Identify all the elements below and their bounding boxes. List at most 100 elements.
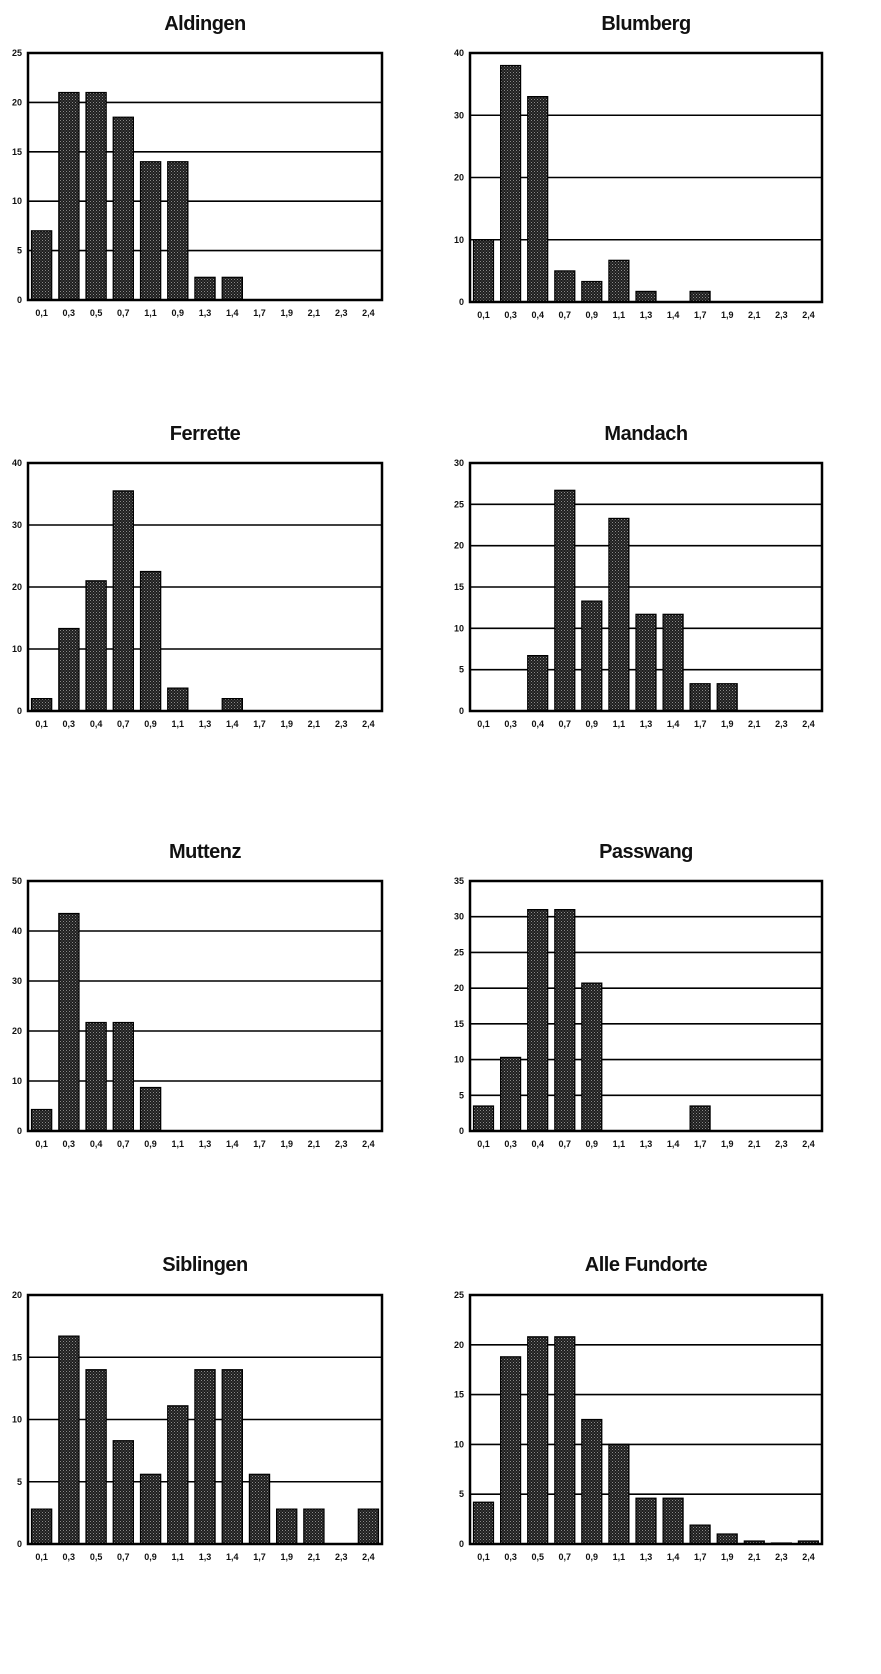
x-tick-label: 2,4	[802, 310, 815, 320]
x-tick-label: 0,9	[172, 308, 185, 318]
x-tick-label: 1,9	[721, 1552, 734, 1562]
histogram-bar	[689, 1524, 711, 1545]
x-tick-label: 1,7	[694, 1139, 707, 1149]
y-tick-label: 0	[17, 1539, 22, 1549]
x-tick-label: 1,1	[613, 310, 626, 320]
histogram-panel: Aldingen 0 5 10 15 20 25 0,1 0,3 0,5 0,7 1,1 0,9 1,3 1…	[12, 13, 384, 318]
x-tick-label: 0,1	[35, 1552, 48, 1562]
x-tick-label: 0,9	[586, 1139, 599, 1149]
histogram-bar	[139, 1086, 162, 1132]
x-tick-label: 2,4	[802, 1139, 815, 1149]
histogram-bar	[608, 259, 630, 303]
panel-title: Alle Fundorte	[585, 1254, 708, 1276]
x-tick-label: 0,3	[63, 719, 76, 729]
y-tick-label: 40	[12, 926, 22, 936]
x-tick-label: 0,7	[559, 1139, 572, 1149]
histogram-bar	[500, 64, 522, 303]
y-tick-label: 20	[454, 983, 464, 993]
plot-frame	[468, 1293, 824, 1546]
x-tick-label: 2,3	[775, 719, 788, 729]
x-tick-label: 2,1	[748, 310, 761, 320]
histogram-bar	[167, 687, 189, 712]
x-tick-label: 1,4	[667, 719, 680, 729]
histogram-bar	[581, 982, 603, 1132]
x-tick-label: 1,3	[640, 719, 653, 729]
x-tick-label: 1,7	[694, 719, 707, 729]
x-tick-label: 2,4	[802, 1552, 815, 1562]
histogram-bar	[58, 91, 80, 301]
histogram-bar	[85, 91, 107, 301]
histogram-panel: Ferrette 0 10 20 30 40 0,1 0,3 0,4 0,7 0,9 1,1 1,3 1,…	[12, 423, 384, 729]
x-tick-label: 0,1	[477, 310, 490, 320]
panel-title: Siblingen	[162, 1254, 248, 1276]
y-tick-label: 5	[459, 1489, 464, 1499]
y-tick-label: 10	[454, 1055, 464, 1065]
histogram-bar	[139, 161, 162, 301]
x-tick-label: 0,3	[63, 308, 76, 318]
histogram-bar	[221, 697, 243, 712]
histogram-bar	[635, 1497, 657, 1545]
histogram-bar	[221, 1369, 243, 1545]
histogram-panel: Siblingen 0 5 10 15 20 0,1 0,3 0,5 0,7 0,9 1,1 1,3 1,…	[12, 1254, 384, 1562]
x-tick-label: 0,3	[504, 1139, 517, 1149]
x-tick-label: 2,1	[748, 1139, 761, 1149]
x-tick-label: 1,1	[172, 1139, 185, 1149]
x-tick-label: 1,4	[226, 308, 239, 318]
x-tick-label: 1,3	[640, 1552, 653, 1562]
x-tick-label: 0,9	[144, 1139, 157, 1149]
y-tick-label: 10	[454, 1439, 464, 1449]
histogram-bar	[554, 1336, 576, 1545]
x-tick-label: 0,4	[90, 719, 103, 729]
histogram-bar	[608, 517, 630, 712]
x-tick-label: 1,9	[721, 1139, 734, 1149]
x-tick-label: 1,1	[172, 1552, 185, 1562]
x-tick-label: 1,7	[253, 308, 266, 318]
y-tick-label: 5	[459, 665, 464, 675]
histogram-bar	[554, 908, 576, 1132]
x-tick-label: 2,3	[775, 1139, 788, 1149]
x-tick-label: 0,3	[504, 1552, 517, 1562]
x-tick-label: 1,4	[667, 1139, 680, 1149]
plot-frame	[26, 879, 384, 1133]
histogram-bar	[112, 1021, 134, 1132]
histogram-bar	[30, 230, 53, 301]
histogram-bar	[112, 116, 134, 301]
histogram-bar	[500, 1056, 522, 1132]
x-tick-label: 1,3	[199, 1139, 212, 1149]
x-tick-label: 0,5	[531, 1552, 544, 1562]
x-tick-label: 0,4	[90, 1139, 103, 1149]
x-tick-label: 1,7	[253, 1139, 266, 1149]
histogram-bar	[635, 290, 657, 303]
y-tick-label: 20	[454, 1340, 464, 1350]
x-tick-label: 0,9	[144, 1552, 157, 1562]
x-tick-label: 0,3	[504, 310, 517, 320]
histogram-bar	[635, 613, 657, 712]
histogram-panel: Muttenz 0 10 20 30 40 50 0,1 0,3 0,4 0,7 0,9 1,1 1,3 1…	[12, 841, 384, 1149]
x-tick-label: 2,1	[308, 308, 321, 318]
x-tick-label: 2,4	[362, 308, 375, 318]
x-tick-label: 2,3	[775, 310, 788, 320]
histogram-bar	[472, 1501, 495, 1545]
plot-frame	[468, 461, 824, 713]
panel-title: Ferrette	[170, 423, 241, 445]
y-tick-label: 50	[12, 876, 22, 886]
x-tick-label: 1,7	[694, 310, 707, 320]
x-tick-label: 1,9	[280, 1552, 293, 1562]
x-tick-label: 1,1	[613, 1552, 626, 1562]
histogram-bar	[472, 239, 495, 303]
x-tick-label: 1,9	[280, 308, 293, 318]
x-tick-label: 0,9	[586, 719, 599, 729]
y-tick-label: 10	[12, 1415, 22, 1425]
histogram-bar	[527, 908, 549, 1132]
y-tick-label: 10	[12, 196, 22, 206]
x-tick-label: 1,3	[199, 1552, 212, 1562]
x-tick-label: 0,1	[35, 308, 48, 318]
x-tick-label: 0,1	[35, 1139, 48, 1149]
x-tick-label: 2,1	[308, 1139, 321, 1149]
histogram-bar	[662, 1497, 684, 1545]
y-tick-label: 10	[454, 235, 464, 245]
histogram-bar	[85, 580, 107, 712]
x-tick-label: 0,1	[477, 719, 490, 729]
x-tick-label: 1,9	[721, 310, 734, 320]
